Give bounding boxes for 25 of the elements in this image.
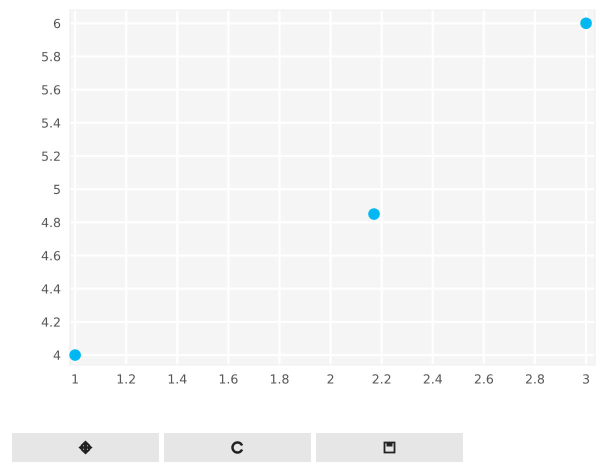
point bbox=[580, 17, 592, 30]
y-tick-label: 5 bbox=[54, 184, 60, 194]
y-tick-label: 5.6 bbox=[42, 85, 60, 95]
x-tick-label: 2.2 bbox=[372, 374, 390, 384]
x-tick-label: 1 bbox=[72, 374, 78, 384]
x-tick-label: 1.2 bbox=[118, 374, 135, 384]
point bbox=[69, 349, 81, 361]
y-tick-label: 4.2 bbox=[42, 317, 60, 327]
y-tick-label: 4 bbox=[54, 350, 60, 360]
x-tick-label: 2.8 bbox=[526, 374, 544, 384]
x-tick-label: 3 bbox=[583, 374, 590, 384]
x-tick-label: 1.4 bbox=[168, 374, 187, 384]
x-tick-label: 2 bbox=[328, 374, 334, 384]
point bbox=[368, 208, 380, 220]
y-tick-label: 5.2 bbox=[42, 151, 60, 161]
y-tick-label: 4.6 bbox=[42, 250, 60, 260]
x-tick-label: 1.8 bbox=[270, 374, 289, 384]
y-tick-label: 6 bbox=[54, 18, 60, 28]
y-tick-label: 5.8 bbox=[42, 52, 60, 62]
y-tick-label: 4.8 bbox=[42, 218, 60, 228]
x-tick-label: 1.6 bbox=[220, 374, 238, 384]
x-tick-label: 2.6 bbox=[474, 374, 494, 384]
y-tick-label: 4.4 bbox=[42, 284, 60, 294]
y-tick-label: 5.4 bbox=[42, 118, 60, 128]
x-tick-label: 2.4 bbox=[424, 374, 442, 384]
